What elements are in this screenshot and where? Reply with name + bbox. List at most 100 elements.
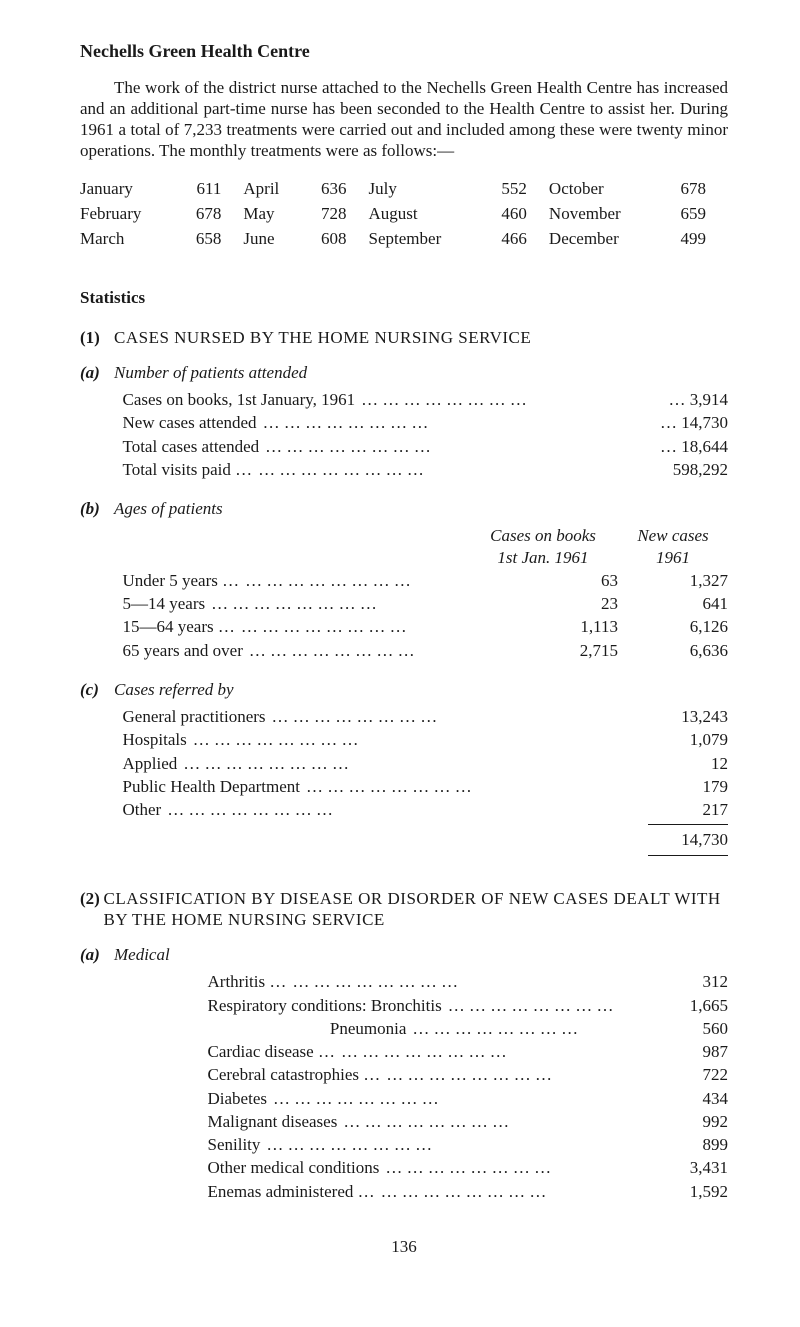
section-2-head: (2) CLASSIFICATION BY DISEASE OR DISORDE… — [80, 888, 728, 931]
section-1a-rows: Cases on books, 1st January, 1961… … … …… — [123, 389, 729, 480]
list-item: Applied… … … … … … … …12 — [123, 753, 729, 774]
section-1-head: (1) CASES NURSED BY THE HOME NURSING SER… — [80, 327, 728, 348]
row-label: Other medical conditions — [123, 1157, 380, 1178]
list-item: Cases on books, 1st January, 1961… … … …… — [123, 389, 729, 410]
list-item: 15—64 years …… … … … … … … …1,1136,126 — [123, 616, 729, 637]
dot-leader: … … … … … … … … — [235, 616, 528, 637]
rule-bottom — [648, 855, 728, 856]
row-value: 1,079 — [618, 729, 728, 750]
section-1b-head: (b) Ages of patients — [80, 498, 728, 519]
section-2a-heading: Medical — [114, 944, 170, 965]
dot-leader: … … … … … … … … — [355, 389, 618, 410]
dot-leader: … … … … … … … … — [442, 995, 619, 1016]
section-1-number: (1) — [80, 327, 114, 348]
row-label: 65 years and over — [123, 640, 243, 661]
value-cell: 678 — [172, 201, 243, 226]
list-item: Senility… … … … … … … …899 — [123, 1134, 729, 1155]
row-label: Respiratory conditions: Bronchitis — [123, 995, 442, 1016]
list-item: Hospitals… … … … … … … …1,079 — [123, 729, 729, 750]
value-cell: 658 — [172, 226, 243, 251]
row-value-2: 641 — [618, 593, 728, 614]
dot-leader: … … … … … … … … — [379, 1157, 618, 1178]
row-value: 3,431 — [618, 1157, 728, 1178]
month-cell: April — [243, 176, 297, 201]
dot-leader: … … … … … … … … — [161, 799, 618, 820]
row-value: 722 — [618, 1064, 728, 1085]
section-1a-head: (a) Number of patients attended — [80, 362, 728, 383]
row-value-1: 1,113 — [528, 616, 618, 637]
list-item: Public Health Department… … … … … … … …1… — [123, 776, 729, 797]
row-label: Applied — [123, 753, 178, 774]
dot-leader: … … … … … … … … — [337, 1111, 618, 1132]
list-item: Pneumonia… … … … … … … …560 — [123, 1018, 729, 1039]
month-cell: October — [549, 176, 657, 201]
section-1b-col-heads-1: Cases on books New cases — [123, 525, 729, 546]
row-value: 1,665 — [619, 995, 728, 1016]
row-value: 13,243 — [618, 706, 728, 727]
value-cell: 678 — [657, 176, 728, 201]
section-2a-number: (a) — [80, 944, 114, 965]
list-item: Cardiac disease …… … … … … … … …987 — [123, 1041, 729, 1062]
row-value: 899 — [618, 1134, 728, 1155]
month-cell: September — [369, 226, 478, 251]
row-value: 217 — [618, 799, 728, 820]
col-head-1st-jan: 1st Jan. 1961 — [468, 547, 618, 568]
dot-leader: … … … … … … … … — [266, 706, 618, 727]
list-item: 5—14 years… … … … … … … …23641 — [123, 593, 729, 614]
row-value-2: 6,126 — [618, 616, 728, 637]
value-cell: 608 — [297, 226, 368, 251]
value-cell: 460 — [478, 201, 549, 226]
row-value: 1,592 — [618, 1181, 728, 1202]
month-cell: December — [549, 226, 657, 251]
col-head-cases-on-books: Cases on books — [468, 525, 618, 546]
section-1c-rows: General practitioners… … … … … … … …13,2… — [123, 706, 729, 820]
row-label: Other — [123, 799, 162, 820]
month-cell: November — [549, 201, 657, 226]
section-1b-col-heads-2: 1st Jan. 1961 1961 — [123, 547, 729, 568]
row-label: 15—64 years … — [123, 616, 235, 637]
month-cell: January — [80, 176, 172, 201]
value-cell: 466 — [478, 226, 549, 251]
section-1a-heading: Number of patients attended — [114, 362, 307, 383]
row-label: Senility — [123, 1134, 261, 1155]
row-value: 434 — [618, 1088, 728, 1109]
row-label: Total visits paid … — [123, 459, 253, 480]
section-2-title: CLASSIFICATION BY DISEASE OR DISORDER OF… — [104, 888, 729, 931]
list-item: Total cases attended… … … … … … … …… 18,… — [123, 436, 729, 457]
intro-paragraph: The work of the district nurse attached … — [80, 77, 728, 162]
row-label: 5—14 years — [123, 593, 206, 614]
row-label: Public Health Department — [123, 776, 301, 797]
dot-leader: … … … … … … … … — [205, 593, 528, 614]
table-row: February678May728August460November659 — [80, 201, 728, 226]
section-2a-rows: Arthritis …… … … … … … … …312Respiratory… — [123, 971, 729, 1202]
row-label: Under 5 years … — [123, 570, 240, 591]
section-2a-head: (a) Medical — [80, 944, 728, 965]
dot-leader: … … … … … … … … — [257, 412, 618, 433]
list-item: General practitioners… … … … … … … …13,2… — [123, 706, 729, 727]
statistics-heading: Statistics — [80, 287, 728, 308]
list-item: New cases attended… … … … … … … …… 14,73… — [123, 412, 729, 433]
list-item: Enemas administered …… … … … … … … …1,59… — [123, 1181, 729, 1202]
list-item: Other medical conditions… … … … … … … …3… — [123, 1157, 729, 1178]
page-title: Nechells Green Health Centre — [80, 40, 728, 63]
row-value-2: 6,636 — [618, 640, 728, 661]
row-value: 987 — [618, 1041, 728, 1062]
month-cell: May — [243, 201, 297, 226]
month-cell: July — [369, 176, 478, 201]
section-1b-heading: Ages of patients — [114, 498, 223, 519]
list-item: 65 years and over… … … … … … … …2,7156,6… — [123, 640, 729, 661]
row-value: 179 — [618, 776, 728, 797]
row-value: 312 — [618, 971, 728, 992]
dot-leader: … … … … … … … … — [177, 753, 618, 774]
section-1c-total: 14,730 — [123, 829, 729, 850]
section-1c-total-block: 14,730 — [123, 824, 729, 855]
list-item: Malignant diseases… … … … … … … …992 — [123, 1111, 729, 1132]
month-cell: August — [369, 201, 478, 226]
value-cell: 552 — [478, 176, 549, 201]
row-label: Cardiac disease … — [123, 1041, 335, 1062]
dot-leader: … … … … … … … … — [286, 971, 618, 992]
row-value-1: 63 — [528, 570, 618, 591]
list-item: Cerebral catastrophies …… … … … … … … …7… — [123, 1064, 729, 1085]
row-value: 560 — [618, 1018, 728, 1039]
section-1b-number: (b) — [80, 498, 114, 519]
